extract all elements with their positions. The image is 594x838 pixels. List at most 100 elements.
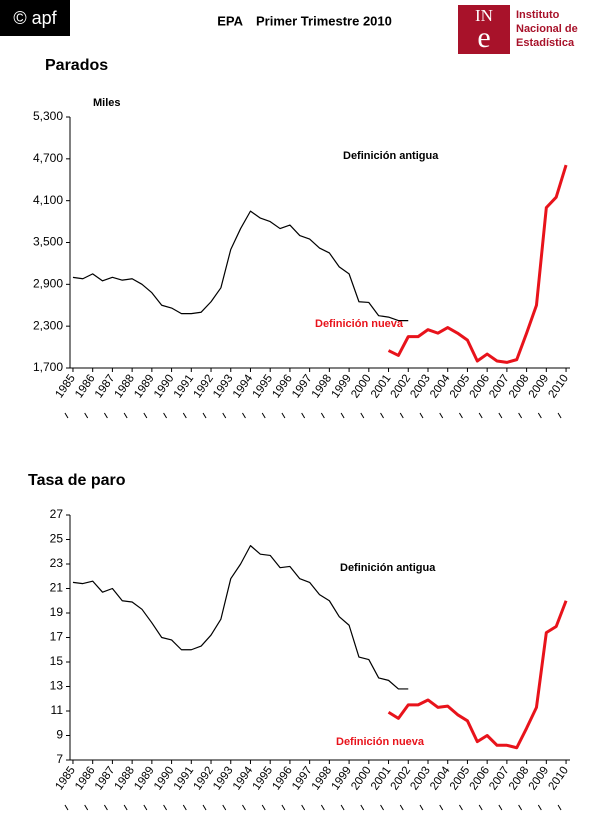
x-tick-label: 1991 (172, 765, 197, 793)
x-quarter-mark (281, 412, 286, 419)
x-quarter-mark (478, 804, 483, 811)
x-quarter-mark (301, 804, 306, 811)
x-tick-label: 2002 (389, 765, 414, 793)
x-tick-label: 1985 (53, 765, 78, 793)
series-label: Definición nueva (315, 318, 404, 330)
x-tick-label: 1987 (93, 373, 118, 401)
series-line (72, 210, 409, 322)
x-quarter-mark (202, 804, 207, 811)
x-quarter-mark (320, 412, 325, 419)
x-quarter-mark (64, 412, 69, 419)
badge-box (0, 0, 70, 36)
x-tick-label: 2007 (487, 373, 512, 401)
x-tick-label: 1995 (251, 765, 276, 793)
x-quarter-mark (242, 412, 246, 419)
x-tick-label: 1996 (270, 373, 295, 401)
series-line (72, 545, 409, 690)
x-tick-label: 2000 (349, 373, 374, 401)
x-tick-label: 2008 (507, 765, 532, 793)
y-tick-label: 13 (50, 679, 64, 693)
logo-line: Estadística (516, 37, 575, 49)
x-quarter-mark (439, 804, 444, 811)
y-tick-label: 5,300 (33, 109, 63, 123)
x-tick-label: 1986 (73, 373, 98, 401)
x-tick-label: 2010 (546, 765, 571, 793)
x-quarter-mark (459, 412, 463, 419)
x-quarter-mark (518, 804, 523, 811)
y-tick-label: 1,700 (33, 360, 63, 374)
x-tick-label: 1992 (191, 373, 216, 401)
x-tick-label: 2006 (468, 373, 493, 401)
x-quarter-mark (498, 412, 503, 419)
x-quarter-mark (84, 804, 89, 811)
y-tick-label: 9 (56, 728, 63, 742)
y-tick-label: 3,500 (33, 235, 63, 249)
x-quarter-mark (143, 412, 148, 419)
x-tick-label: 2005 (448, 765, 473, 793)
x-quarter-mark (557, 412, 562, 419)
y-tick-label: 7 (56, 752, 63, 766)
y-tick-label: 21 (50, 581, 64, 595)
x-tick-label: 2010 (546, 373, 571, 401)
x-tick-label: 1989 (132, 765, 157, 793)
chart-title: Parados (45, 57, 108, 74)
logo-line: Instituto (516, 9, 560, 21)
badge: © apf (13, 8, 57, 28)
x-quarter-mark (360, 804, 365, 811)
x-tick-label: 1991 (172, 373, 197, 401)
x-tick-label: 1988 (113, 765, 138, 793)
x-tick-label: 2005 (448, 373, 473, 401)
x-quarter-mark (419, 412, 424, 419)
x-quarter-mark (498, 804, 503, 811)
x-quarter-mark (557, 804, 562, 811)
x-quarter-mark (182, 804, 187, 811)
y-tick-label: 15 (50, 654, 64, 668)
x-tick-label: 2004 (428, 372, 453, 400)
x-tick-label: 1996 (270, 765, 295, 793)
logo-line: Nacional de (516, 23, 578, 35)
x-tick-label: 2002 (389, 373, 414, 401)
x-quarter-mark (261, 804, 266, 811)
title-left: EPA (217, 13, 243, 28)
x-quarter-mark (537, 804, 542, 811)
x-tick-label: 2008 (507, 373, 532, 401)
x-tick-label: 1999 (330, 765, 355, 793)
x-tick-label: 1986 (73, 765, 98, 793)
y-tick-label: 27 (50, 507, 64, 521)
x-tick-label: 2003 (408, 765, 433, 793)
x-quarter-mark (281, 804, 286, 811)
x-quarter-mark (103, 804, 108, 811)
x-quarter-mark (320, 804, 325, 811)
x-quarter-mark (84, 412, 89, 419)
y-tick-label: 19 (50, 605, 64, 619)
x-tick-label: 1987 (93, 765, 118, 793)
series-label: Definición nueva (336, 736, 425, 748)
x-quarter-mark (202, 412, 207, 419)
x-tick-label: 1990 (152, 373, 177, 401)
x-tick-label: 2001 (369, 373, 394, 401)
title-right: Primer Trimestre 2010 (256, 13, 392, 28)
x-tick-label: 1989 (132, 373, 157, 401)
x-tick-label: 1988 (113, 373, 138, 401)
logo-top: IN (475, 6, 493, 25)
y-tick-label: 4,100 (33, 193, 63, 207)
y-tick-label: 11 (51, 703, 64, 717)
x-tick-label: 1990 (152, 765, 177, 793)
x-quarter-mark (399, 412, 404, 419)
x-tick-label: 1998 (310, 765, 335, 793)
x-quarter-mark (380, 804, 384, 811)
chart-title: Tasa de paro (28, 472, 126, 489)
x-quarter-mark (123, 804, 128, 811)
x-tick-label: 1992 (191, 765, 216, 793)
x-quarter-mark (380, 412, 384, 419)
x-tick-label: 1997 (290, 765, 315, 793)
x-quarter-mark (340, 804, 345, 811)
y-tick-label: 25 (50, 532, 64, 546)
x-quarter-mark (478, 412, 483, 419)
series-label: Definición antigua (340, 562, 436, 574)
x-quarter-mark (360, 412, 365, 419)
x-tick-label: 2004 (428, 764, 453, 792)
x-tick-label: 1994 (231, 764, 256, 792)
series-line (387, 164, 568, 364)
